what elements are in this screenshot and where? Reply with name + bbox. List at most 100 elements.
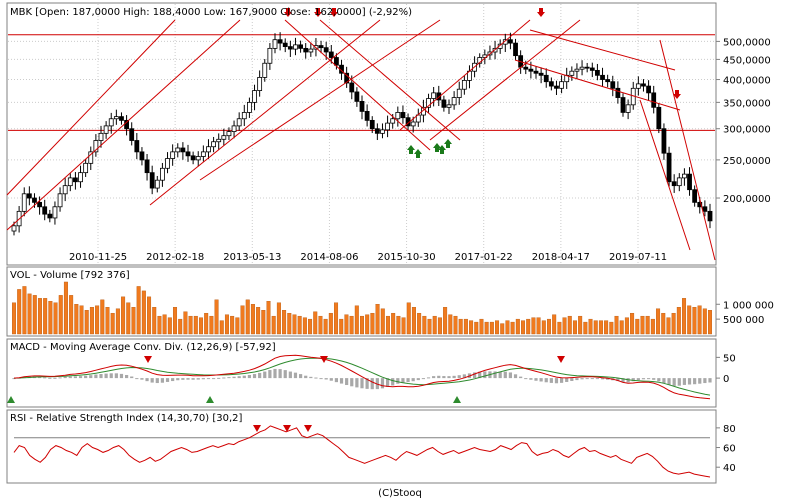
macd-histogram-bar <box>109 373 113 379</box>
macd-histogram-bar <box>513 374 518 379</box>
volume-bar <box>126 302 131 335</box>
candle-body <box>354 91 360 102</box>
volume-bar <box>567 315 572 335</box>
volume-bar <box>230 315 235 335</box>
macd-histogram-bar <box>191 378 195 380</box>
volume-bar <box>136 286 141 335</box>
volume-bar <box>687 305 692 335</box>
volume-bar <box>11 302 16 335</box>
macd-histogram-bar <box>539 378 543 382</box>
macd-histogram-bar <box>43 377 47 379</box>
macd-histogram-bar <box>687 378 692 385</box>
volume-bar <box>302 317 307 335</box>
candle-body <box>615 87 621 98</box>
macd-histogram-bar <box>657 378 661 382</box>
volume-bar <box>271 315 276 335</box>
macd-histogram-bar <box>278 369 282 379</box>
candle-body <box>605 79 611 83</box>
candle-body <box>267 47 273 64</box>
volume-bar <box>427 318 432 335</box>
candle-body <box>426 98 431 108</box>
candle-body <box>651 92 657 108</box>
volume-bar <box>69 295 74 335</box>
volume-bar <box>209 315 214 335</box>
candle-body <box>513 42 518 57</box>
candle-body <box>595 69 600 76</box>
volume-bar <box>505 320 510 335</box>
macd-line <box>13 354 711 400</box>
y-tick-label: 350,0000 <box>723 98 771 109</box>
candle-body <box>610 81 616 89</box>
macd-histogram-bar <box>171 378 175 382</box>
volume-bar <box>645 315 650 335</box>
macd-histogram-bar <box>498 371 502 379</box>
candle-body <box>170 151 176 159</box>
candle-body <box>211 141 216 148</box>
macd-histogram-bar <box>549 378 553 383</box>
candle-body <box>21 193 27 212</box>
y-tick-label: 500 000 <box>723 315 764 326</box>
candle-body <box>108 118 114 127</box>
trend-line <box>6 19 241 231</box>
x-tick-label: 2010-11-25 <box>69 252 127 263</box>
volume-title: VOL - Volume [792 376] <box>10 270 130 281</box>
macd-histogram-bar <box>53 377 57 379</box>
macd-histogram-bar <box>595 378 600 380</box>
candle-body <box>431 92 437 99</box>
trend-line <box>429 19 581 141</box>
candle-body <box>390 118 396 124</box>
macd-histogram-bar <box>227 377 231 379</box>
volume-bar <box>297 315 302 335</box>
candle-body <box>441 99 447 108</box>
macd-histogram-bar <box>421 378 426 380</box>
candle-body <box>32 197 37 203</box>
macd-histogram-bar <box>457 375 461 379</box>
sell-arrow-icon <box>537 8 545 17</box>
macd-histogram-bar <box>176 378 180 381</box>
candle-body <box>543 74 549 83</box>
candle-body <box>400 112 406 119</box>
candle-body <box>600 74 605 80</box>
candle-body <box>380 129 385 134</box>
volume-bar <box>474 321 479 335</box>
candle-body <box>308 48 314 53</box>
candle-body <box>395 112 401 120</box>
candle-body <box>103 125 109 134</box>
macd-histogram-bar <box>462 374 466 379</box>
macd-histogram-bar <box>252 374 257 379</box>
macd-histogram-bar <box>222 377 226 379</box>
candle-body <box>523 66 529 70</box>
candle-body <box>554 85 559 89</box>
volume-bar <box>27 293 32 335</box>
macd-histogram-bar <box>426 377 431 379</box>
volume-bar <box>173 307 178 335</box>
macd-title: MACD - Moving Average Conv. Div. (12,26,… <box>10 342 276 353</box>
macd-buy-marker-icon <box>453 396 461 403</box>
macd-histogram-bar <box>544 378 548 383</box>
macd-histogram-bar <box>12 378 16 380</box>
y-tick-label: 40 <box>723 463 736 474</box>
y-tick-label: 200,0000 <box>723 194 771 205</box>
volume-bar <box>157 315 162 335</box>
candle-body <box>574 68 580 72</box>
volume-bar <box>365 314 370 335</box>
volume-bar <box>401 317 406 335</box>
volume-bar <box>604 320 609 335</box>
volume-bar <box>375 304 380 335</box>
volume-bar <box>167 317 172 335</box>
buy-arrow-icon <box>438 145 446 154</box>
volume-bar <box>261 310 266 335</box>
volume-bar <box>609 321 614 335</box>
macd-histogram-bar <box>288 371 292 379</box>
candle-body <box>569 70 575 76</box>
volume-bar <box>74 304 79 335</box>
candle-body <box>287 46 293 50</box>
volume-bar <box>344 314 349 335</box>
macd-histogram-bar <box>155 378 159 384</box>
volume-bar <box>406 302 411 335</box>
macd-histogram-bar <box>119 373 124 379</box>
macd-histogram-bar <box>186 378 190 380</box>
volume-bar <box>578 315 583 335</box>
trend-line <box>284 19 431 151</box>
candle-body <box>461 79 467 90</box>
